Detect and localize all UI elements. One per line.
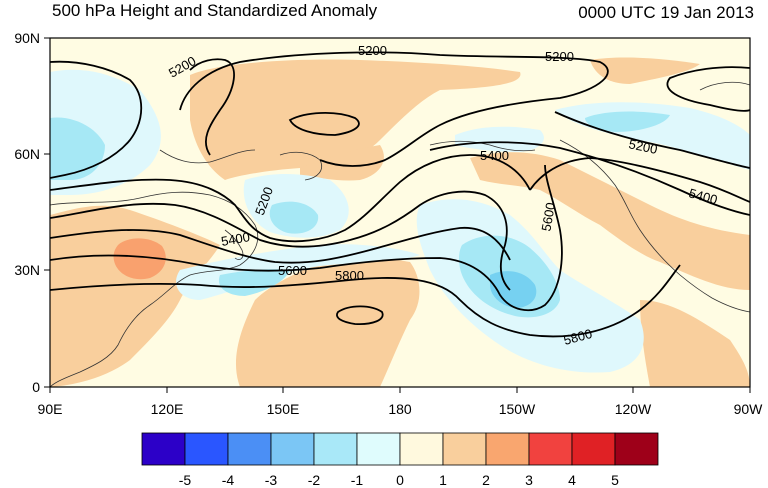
anomaly-region-south-china-core xyxy=(113,238,166,280)
positive-anomaly-shading xyxy=(50,57,750,387)
anomaly-region-central-pacific xyxy=(235,257,420,387)
anomaly-region-north-america xyxy=(590,57,700,84)
colorbar-label: 5 xyxy=(611,472,619,488)
colorbar-swatch xyxy=(528,432,573,466)
contour-label: 5800 xyxy=(335,268,364,283)
coastline-asia xyxy=(50,191,259,387)
contour-5600-a xyxy=(50,227,511,264)
colorbar-label: -5 xyxy=(179,472,192,488)
anomaly-core-labrador xyxy=(585,111,670,132)
anomaly-core-japan-low xyxy=(269,201,319,234)
coastline-japan xyxy=(224,229,244,260)
contour-label: 5200 xyxy=(627,136,658,157)
contour-5600-b xyxy=(50,164,563,312)
lon-axis xyxy=(49,387,751,393)
lon-tick-label: 120E xyxy=(151,401,184,417)
contour-5400-b xyxy=(50,190,511,291)
colorbar-swatch xyxy=(442,432,487,466)
anomaly-region-india-china xyxy=(50,205,220,387)
contour-5200-canada xyxy=(666,66,750,112)
colorbar-label: -2 xyxy=(308,472,321,488)
lon-tick-label: 180 xyxy=(388,401,412,417)
colorbar-label: -1 xyxy=(351,472,364,488)
colorbar-labels: -5 -4 -3 -2 -1 0 1 2 3 4 5 xyxy=(179,472,619,488)
colorbar-swatch xyxy=(227,432,272,466)
lat-tick-label: 90N xyxy=(14,30,40,46)
colorbar-label: -3 xyxy=(265,472,278,488)
contour-5200-west xyxy=(50,60,143,179)
lon-tick-label: 120W xyxy=(615,401,652,417)
anomaly-core-subtropical-center xyxy=(490,271,537,308)
colorbar-label: 2 xyxy=(482,472,490,488)
anomaly-region-siberia-east xyxy=(300,145,384,181)
colorbar-swatch xyxy=(184,432,229,466)
map-panel: 5200 5200 5200 5200 5400 5400 5400 5600 … xyxy=(50,38,750,387)
lon-tick-label: 90E xyxy=(38,401,63,417)
colorbar-label: 3 xyxy=(525,472,533,488)
coastline-alaska xyxy=(429,140,536,152)
colorbar-swatch xyxy=(485,432,530,466)
colorbar-label: 0 xyxy=(396,472,404,488)
anomaly-region-east-pacific xyxy=(640,300,750,387)
strong-negative-anomaly-shading xyxy=(490,271,537,308)
colorbar: -5 -4 -3 -2 -1 0 1 2 3 4 5 xyxy=(141,432,659,488)
colorbar-swatch xyxy=(614,432,659,466)
lat-tick-label: 60N xyxy=(14,146,40,162)
valid-time: 0000 UTC 19 Jan 2013 xyxy=(578,3,754,22)
contour-label-group: 5200 5200 5200 5200 5400 5400 5400 5600 … xyxy=(166,43,719,348)
colorbar-swatch xyxy=(571,432,616,466)
contour-label: 5600 xyxy=(278,263,307,278)
contour-5200-north xyxy=(179,51,609,167)
contour-label: 5800 xyxy=(562,326,594,348)
height-contours xyxy=(50,51,750,338)
contour-5800-loop-pacific xyxy=(336,305,384,325)
colorbar-label: 4 xyxy=(568,472,576,488)
contour-5200-arctic-loop xyxy=(189,58,235,156)
coastline-arctic xyxy=(159,149,256,164)
contour-5200-hudson xyxy=(554,111,750,169)
anomaly-core-north-pacific-band xyxy=(218,269,290,296)
coastline-greenland xyxy=(699,81,750,91)
contour-label: 5400 xyxy=(687,185,719,207)
contour-label: 5200 xyxy=(358,43,387,58)
colorbar-swatches xyxy=(141,432,659,466)
contour-5400-a xyxy=(50,154,531,243)
lon-tick-label: 90W xyxy=(734,401,764,417)
colorbar-swatch xyxy=(270,432,315,466)
coastline-north-america xyxy=(559,139,750,313)
lon-tick-label: 150W xyxy=(499,401,536,417)
lat-tick-label: 30N xyxy=(14,262,40,278)
colorbar-swatch xyxy=(141,432,186,466)
chart-title: 500 hPa Height and Standardized Anomaly xyxy=(52,1,378,20)
title-bar: 500 hPa Height and Standardized Anomaly … xyxy=(0,0,768,30)
contour-label: 5400 xyxy=(480,148,509,163)
colorbar-label: -4 xyxy=(222,472,235,488)
colorbar-swatch xyxy=(399,432,444,466)
strong-positive-anomaly-shading xyxy=(113,238,166,280)
anomaly-region-alaska-gulf xyxy=(470,152,750,290)
contour-label: 5600 xyxy=(538,201,558,232)
contour-5200-low-east-siberia xyxy=(288,112,360,136)
coastlines xyxy=(50,81,750,387)
anomaly-region-north-asia xyxy=(190,59,521,180)
lon-tick-label: 150E xyxy=(267,401,300,417)
contour-5400-canada xyxy=(429,141,750,216)
anomaly-core-west-arctic xyxy=(50,117,105,180)
contour-label: 5200 xyxy=(545,49,574,64)
contour-5400-loop xyxy=(529,157,750,203)
colorbar-swatch xyxy=(356,432,401,466)
colorbar-swatch xyxy=(313,432,358,466)
colorbar-label: 1 xyxy=(439,472,447,488)
lat-tick-label: 0 xyxy=(32,379,40,395)
lat-axis xyxy=(44,37,50,388)
anomaly-region-bering xyxy=(455,126,544,152)
contour-5800-a xyxy=(50,264,681,338)
contour-label: 5400 xyxy=(220,229,251,249)
